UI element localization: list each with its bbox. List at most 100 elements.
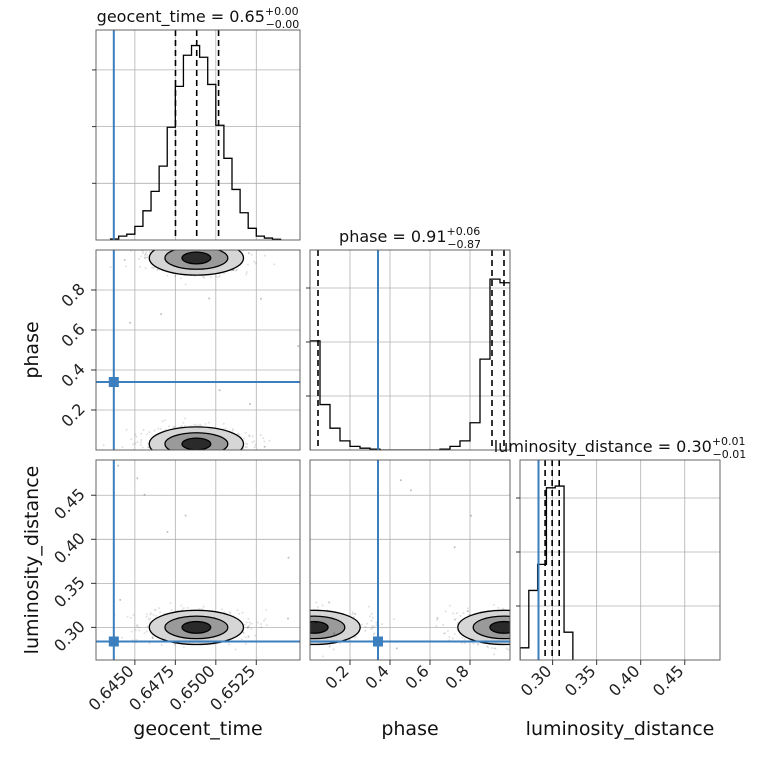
sample-point — [525, 623, 527, 625]
sample-point — [517, 618, 519, 620]
sample-point — [265, 608, 268, 611]
sample-point — [222, 272, 225, 275]
sample-point — [197, 456, 199, 458]
sample-point — [210, 452, 212, 454]
sample-point — [307, 617, 309, 619]
sample-point — [296, 619, 298, 621]
sample-point — [219, 245, 221, 247]
sample-point — [355, 635, 358, 638]
density-cluster — [270, 601, 395, 658]
sample-point — [289, 631, 291, 633]
sample-point — [109, 266, 112, 269]
panel-plot-area — [270, 460, 548, 660]
sample-point — [201, 456, 203, 458]
sample-point — [192, 247, 194, 249]
histogram-step — [520, 485, 574, 660]
sample-point — [444, 632, 446, 635]
sample-point — [283, 629, 285, 631]
sample-point — [276, 629, 278, 631]
sample-point — [289, 628, 291, 630]
sample-point — [225, 452, 227, 454]
sample-point — [143, 256, 146, 259]
sample-point — [206, 451, 208, 453]
sample-point — [517, 629, 519, 631]
sample-point — [191, 234, 193, 236]
sample-point — [286, 635, 288, 637]
sample-point — [314, 622, 317, 625]
sample-point — [173, 643, 176, 646]
sample-point — [200, 451, 202, 453]
sample-point — [276, 635, 278, 637]
sample-point — [510, 618, 512, 620]
hist-panel-geocent_time: geocent_time = 0.65+0.00 −0.00 — [92, 5, 301, 241]
sample-point — [245, 621, 248, 624]
sample-point — [304, 626, 306, 628]
sample-point — [546, 616, 548, 618]
sample-point — [540, 642, 542, 644]
sample-point — [192, 245, 194, 247]
sample-point — [220, 608, 223, 611]
sample-point — [208, 246, 210, 248]
sample-point — [193, 452, 195, 454]
sample-point — [293, 629, 295, 631]
sample-point — [234, 456, 236, 458]
x-tick-label: 0.30 — [517, 661, 556, 700]
sample-point — [517, 617, 519, 619]
sample-point — [540, 614, 542, 616]
sample-point — [182, 454, 184, 456]
sample-point — [307, 619, 309, 621]
sample-point — [123, 258, 126, 261]
sample-point — [370, 612, 373, 615]
sample-point — [222, 422, 225, 425]
sample-point — [159, 247, 161, 249]
sample-point — [517, 621, 519, 623]
sample-point — [216, 455, 218, 457]
sample-point — [278, 630, 280, 632]
sample-point — [170, 230, 172, 232]
sample-point — [138, 265, 141, 268]
sample-point — [285, 628, 287, 630]
sample-point — [246, 263, 249, 266]
sample-point — [270, 622, 272, 624]
sample-point — [220, 457, 222, 459]
sample-point — [494, 647, 497, 650]
sample-point — [282, 614, 284, 616]
scatter-panel-geocent_time-phase — [95, 230, 301, 459]
sample-point — [202, 605, 205, 608]
sample-point — [522, 619, 524, 621]
title-upper-error: +0.01 — [712, 435, 746, 448]
sample-point — [290, 619, 292, 621]
sample-point — [522, 628, 524, 630]
sample-point — [304, 619, 306, 621]
sample-point — [152, 267, 155, 270]
sample-point — [521, 632, 523, 634]
sample-point — [287, 617, 289, 620]
sample-point — [517, 630, 519, 632]
sample-point — [532, 636, 534, 638]
sample-point — [531, 617, 533, 619]
y-tick-label: 0.45 — [50, 485, 89, 524]
sample-point — [145, 251, 148, 254]
sample-point — [296, 633, 298, 635]
sample-point — [152, 613, 155, 616]
sample-point — [201, 451, 203, 453]
sample-point — [184, 283, 187, 286]
sample-point — [328, 645, 331, 648]
sample-point — [526, 639, 528, 641]
sample-point — [534, 617, 536, 619]
sample-point — [183, 455, 185, 457]
sample-point — [295, 634, 297, 636]
sample-point — [153, 456, 155, 458]
sample-point — [223, 451, 225, 453]
sample-point — [270, 629, 272, 631]
sample-point — [278, 616, 280, 618]
sample-point — [149, 612, 152, 614]
sample-point — [182, 607, 185, 610]
sample-point — [283, 624, 285, 626]
sample-point — [176, 451, 178, 453]
sample-point — [514, 628, 516, 630]
sample-point — [307, 636, 309, 638]
sample-point — [174, 248, 176, 250]
sample-point — [123, 258, 126, 261]
sample-point — [134, 433, 137, 436]
